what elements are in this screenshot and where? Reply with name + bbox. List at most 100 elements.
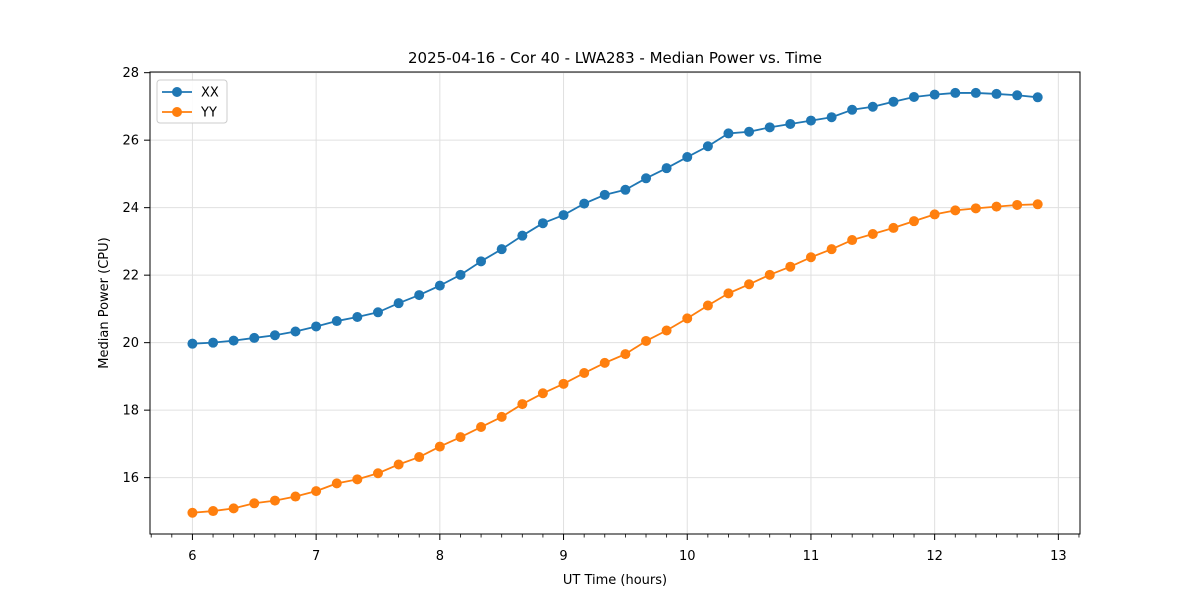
xx-marker [393, 298, 404, 309]
x-tick-label: 7 [312, 549, 320, 564]
yy-marker [331, 478, 342, 489]
yy-marker [744, 279, 755, 290]
yy-marker [702, 300, 713, 311]
xx-marker [1012, 90, 1023, 101]
xx-marker [269, 330, 280, 341]
y-tick-label: 16 [122, 471, 139, 486]
yy-marker [950, 205, 961, 216]
xx-marker [661, 163, 672, 174]
xx-marker [187, 338, 198, 349]
xx-marker [867, 101, 878, 112]
yy-marker [579, 368, 590, 379]
xx-marker [929, 89, 940, 100]
xx-marker [847, 104, 858, 115]
xx-marker [991, 88, 1002, 99]
xx-marker [826, 112, 837, 123]
xx-marker [434, 280, 445, 291]
xx-marker [331, 316, 342, 327]
yy-marker [764, 269, 775, 280]
y-tick-label: 24 [122, 201, 139, 216]
x-axis-label: UT Time (hours) [563, 573, 667, 588]
yy-marker [991, 201, 1002, 212]
xx-marker [455, 269, 466, 280]
xx-marker [682, 152, 693, 163]
y-tick-label: 18 [122, 404, 139, 419]
yy-marker [908, 216, 919, 227]
xx-marker [805, 115, 816, 126]
xx-marker [208, 337, 219, 348]
x-tick-label: 12 [926, 549, 943, 564]
xx-marker [950, 87, 961, 98]
xx-marker [558, 210, 569, 221]
yy-marker [455, 432, 466, 443]
xx-marker [599, 189, 610, 200]
xx-marker [744, 126, 755, 137]
xx-marker [372, 307, 383, 318]
xx-marker [228, 335, 239, 346]
xx-marker [641, 173, 652, 184]
xx-marker [537, 218, 548, 229]
yy-line [192, 203, 1038, 514]
x-tick-label: 11 [803, 549, 820, 564]
xx-marker [888, 96, 899, 107]
legend: XX YY [156, 79, 228, 124]
yy-marker [1032, 199, 1043, 210]
xx-marker [785, 118, 796, 129]
yy-marker [723, 288, 734, 299]
xx-marker [970, 87, 981, 98]
yy-marker [1012, 199, 1023, 210]
plot-frame [149, 71, 1081, 535]
yy-marker [249, 498, 260, 509]
yy-marker [517, 399, 528, 410]
legend-label-yy: YY [200, 106, 217, 121]
axis-ticks [144, 72, 1080, 540]
y-axis-label: Median Power (CPU) [97, 237, 112, 368]
xx-marker [496, 244, 507, 255]
yy-marker [785, 261, 796, 272]
y-tick-label: 20 [122, 336, 139, 351]
yy-marker [496, 411, 507, 422]
yy-marker [352, 474, 363, 485]
yy-marker [434, 441, 445, 452]
x-tick-label: 10 [679, 549, 696, 564]
xx-marker [1032, 92, 1043, 103]
yy-marker [847, 235, 858, 246]
yy-marker [558, 378, 569, 389]
xx-marker [908, 91, 919, 102]
yy-marker [641, 335, 652, 346]
chart-title: 2025-04-16 - Cor 40 - LWA283 - Median Po… [408, 49, 822, 67]
yy-marker [414, 452, 425, 463]
yy-marker [537, 388, 548, 399]
x-tick-label: 8 [436, 549, 444, 564]
data-series [187, 87, 1043, 518]
yy-marker [290, 491, 301, 502]
yy-marker [620, 349, 631, 360]
legend-marker [172, 87, 182, 97]
yy-marker [208, 506, 219, 517]
legend-marker [172, 107, 182, 117]
xx-marker [517, 230, 528, 241]
x-tick-label: 6 [188, 549, 196, 564]
xx-marker [414, 290, 425, 301]
xx-marker [311, 321, 322, 332]
xx-marker [352, 312, 363, 323]
yy-marker [372, 468, 383, 479]
yy-marker [805, 252, 816, 263]
yy-marker [888, 222, 899, 233]
yy-marker [187, 507, 198, 518]
yy-marker [682, 313, 693, 324]
yy-marker [476, 422, 487, 433]
legend-label-xx: XX [201, 86, 219, 101]
x-tick-label: 9 [559, 549, 567, 564]
xx-marker [579, 198, 590, 209]
xx-marker [620, 184, 631, 195]
xx-marker [723, 128, 734, 139]
yy-marker [599, 357, 610, 368]
yy-marker [867, 228, 878, 239]
tick-labels: 6 7 8 9 10 11 12 13 16 18 20 22 24 26 28 [122, 66, 1066, 564]
axes-frame [149, 71, 1081, 535]
gridlines [150, 72, 1080, 534]
yy-marker [661, 325, 672, 336]
xx-marker [764, 122, 775, 133]
